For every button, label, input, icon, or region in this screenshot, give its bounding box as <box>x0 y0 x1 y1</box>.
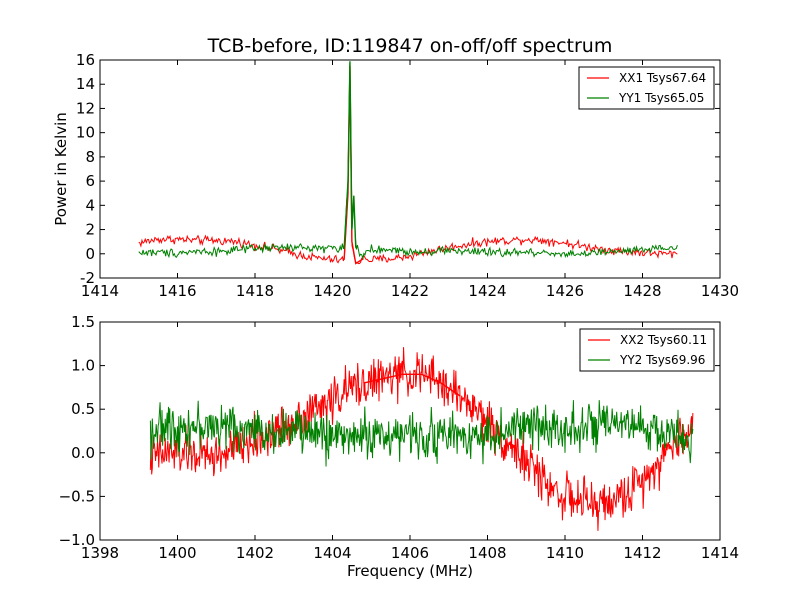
x-tick-label: 1406 <box>391 544 429 562</box>
x-tick-label: 1410 <box>546 544 584 562</box>
bottom-series-layer <box>149 347 694 531</box>
y-tick-label: 1.5 <box>71 313 95 331</box>
x-tick-label: 1428 <box>623 282 661 300</box>
y-tick-label: −0.5 <box>59 487 95 505</box>
bottom-x-axis-title: Frequency (MHz) <box>347 562 473 580</box>
x-tick-label: 1414 <box>81 282 119 300</box>
series-line-xx2 <box>149 347 694 531</box>
series-line-xx1 <box>138 65 678 265</box>
x-tick-label: 1414 <box>701 544 739 562</box>
legend-entry: YY1 Tsys65.05 <box>618 91 704 105</box>
series-peak-xx2 <box>363 373 461 397</box>
figure-title: TCB-before, ID:119847 on-off/off spectru… <box>207 35 613 57</box>
x-tick-label: 1400 <box>158 544 196 562</box>
series-line-yy2 <box>149 400 694 467</box>
x-tick-label: 1404 <box>313 544 351 562</box>
y-tick-label: 1.0 <box>71 357 95 375</box>
legend-box <box>579 328 715 372</box>
top-y-axis-title: Power in Kelvin <box>52 112 70 226</box>
x-tick-label: 1418 <box>236 282 274 300</box>
series-line-yy1 <box>138 63 678 260</box>
x-tick-label: 1408 <box>468 544 506 562</box>
x-tick-label: 1420 <box>313 282 351 300</box>
y-tick-label: 2 <box>85 221 95 239</box>
y-tick-label: 16 <box>76 51 95 69</box>
legend-entry: YY2 Tsys69.96 <box>619 353 705 367</box>
top-panel: 1414 1416 1418 1420 1422 1424 1426 1428 1430-202… <box>52 51 739 300</box>
y-tick-label: 4 <box>85 196 95 214</box>
y-tick-label: 0 <box>85 245 95 263</box>
x-tick-label: 1426 <box>546 282 584 300</box>
bottom-ticks-layer: 1398 1400 1402 1404 1406 1408 1410 1412 1414 −1.0… <box>59 313 740 562</box>
y-tick-label: −1.0 <box>59 531 95 549</box>
y-tick-label: 0.0 <box>71 444 95 462</box>
x-tick-label: 1424 <box>468 282 506 300</box>
bottom-panel: 1398 1400 1402 1404 1406 1408 1410 1412 1414 −1.0… <box>59 313 740 580</box>
legend-entry: XX2 Tsys60.11 <box>620 333 707 347</box>
series-peak-yy1 <box>343 61 357 249</box>
y-tick-label: 6 <box>85 172 95 190</box>
top-legend: XX1 Tsys67.64 YY1 Tsys65.05 <box>578 66 715 110</box>
y-tick-label: -2 <box>80 269 95 287</box>
x-tick-label: 1422 <box>391 282 429 300</box>
bottom-legend: XX2 Tsys60.11 YY2 Tsys69.96 <box>579 328 715 372</box>
x-tick-label: 1398 <box>81 544 119 562</box>
legend-entry: XX1 Tsys67.64 <box>619 71 706 85</box>
y-tick-label: 10 <box>76 124 95 142</box>
legend-box <box>578 66 715 110</box>
y-tick-label: 14 <box>76 75 95 93</box>
top-series-layer <box>138 61 678 265</box>
x-tick-label: 1416 <box>158 282 196 300</box>
y-tick-label: 8 <box>85 148 95 166</box>
x-tick-label: 1402 <box>236 544 274 562</box>
x-tick-label: 1412 <box>623 544 661 562</box>
y-tick-label: 12 <box>76 99 95 117</box>
top-ticks-layer: 1414 1416 1418 1420 1422 1424 1426 1428 1430-202… <box>76 51 739 300</box>
y-tick-label: 0.5 <box>71 400 95 418</box>
x-tick-label: 1430 <box>701 282 739 300</box>
